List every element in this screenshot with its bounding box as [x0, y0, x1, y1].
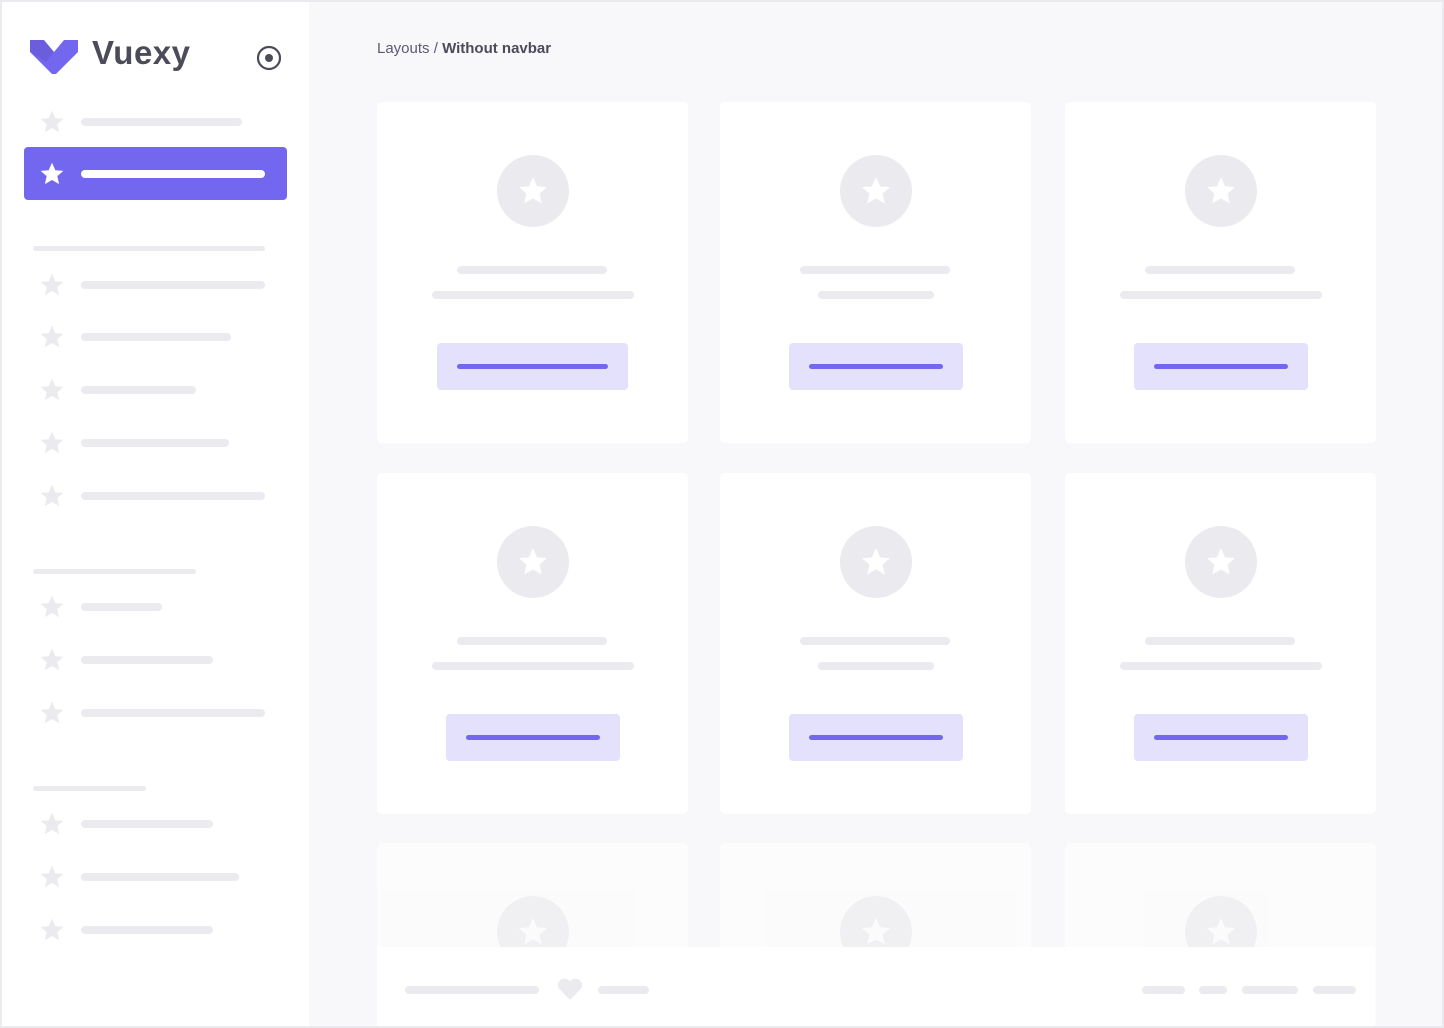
card-text-placeholder [1119, 291, 1322, 299]
sidebar: Vuexy [2, 2, 309, 1026]
card-title-placeholder [1145, 637, 1295, 645]
footer-text-placeholder [598, 986, 649, 994]
star-icon [839, 526, 912, 598]
card-button[interactable] [788, 714, 963, 761]
star-icon [39, 161, 65, 187]
card-title-placeholder [800, 637, 950, 645]
card-title-placeholder [1145, 266, 1295, 274]
star-icon [39, 430, 65, 456]
card-button[interactable] [1133, 714, 1308, 761]
sidebar-item[interactable] [81, 170, 265, 178]
star-icon [496, 526, 569, 598]
star-icon [39, 864, 65, 890]
sidebar-item[interactable] [81, 709, 265, 717]
sidebar-item[interactable] [81, 118, 242, 126]
sidebar-item[interactable] [81, 281, 265, 289]
card-text-placeholder [817, 291, 934, 299]
placeholder-card [377, 102, 688, 443]
star-icon [39, 811, 65, 837]
radio-circle-icon[interactable] [256, 45, 282, 71]
placeholder-card [1065, 102, 1376, 443]
footer-link[interactable] [1199, 986, 1227, 994]
placeholder-card [377, 473, 688, 814]
section-header-placeholder [33, 569, 196, 574]
card-button[interactable] [788, 343, 963, 390]
breadcrumb-separator: / [433, 40, 438, 57]
star-icon [39, 594, 65, 620]
footer-link[interactable] [1242, 986, 1298, 994]
sidebar-item[interactable] [81, 926, 213, 934]
footer-link[interactable] [1142, 986, 1185, 994]
card-text-placeholder [817, 662, 934, 670]
card-title-placeholder [457, 637, 607, 645]
sidebar-item[interactable] [81, 603, 162, 611]
brand-name: Vuexy [92, 34, 191, 71]
star-icon [1184, 526, 1257, 598]
footer-text-placeholder [405, 986, 539, 994]
sidebar-item[interactable] [81, 492, 265, 500]
vuexy-logo-icon [30, 40, 78, 74]
card-button[interactable] [437, 343, 628, 390]
sidebar-item[interactable] [81, 820, 213, 828]
star-icon [839, 155, 912, 227]
star-icon [39, 324, 65, 350]
card-text-placeholder [431, 662, 634, 670]
card-title-placeholder [457, 266, 607, 274]
star-icon [496, 155, 569, 227]
star-icon [39, 377, 65, 403]
card-button[interactable] [445, 714, 620, 761]
sidebar-item[interactable] [81, 439, 229, 447]
placeholder-card [1065, 473, 1376, 814]
section-header-placeholder [33, 786, 146, 791]
star-icon [39, 647, 65, 673]
sidebar-item[interactable] [81, 873, 239, 881]
card-title-placeholder [800, 266, 950, 274]
footer [377, 947, 1375, 1026]
heart-icon [557, 978, 583, 1000]
star-icon [39, 700, 65, 726]
breadcrumb-parent[interactable]: Layouts [377, 40, 430, 57]
card-button[interactable] [1133, 343, 1308, 390]
section-header-placeholder [33, 246, 265, 251]
card-text-placeholder [1119, 662, 1322, 670]
sidebar-item[interactable] [81, 333, 231, 341]
placeholder-card [720, 473, 1031, 814]
star-icon [1184, 155, 1257, 227]
card-text-placeholder [431, 291, 634, 299]
sidebar-item[interactable] [81, 386, 196, 394]
sidebar-item[interactable] [81, 656, 213, 664]
star-icon [39, 483, 65, 509]
breadcrumb-current: Without navbar [442, 40, 552, 57]
star-icon [39, 272, 65, 298]
placeholder-card [720, 102, 1031, 443]
star-icon [39, 109, 65, 135]
star-icon [39, 917, 65, 943]
footer-link[interactable] [1313, 986, 1356, 994]
breadcrumb: Layouts / Without navbar [377, 40, 551, 57]
